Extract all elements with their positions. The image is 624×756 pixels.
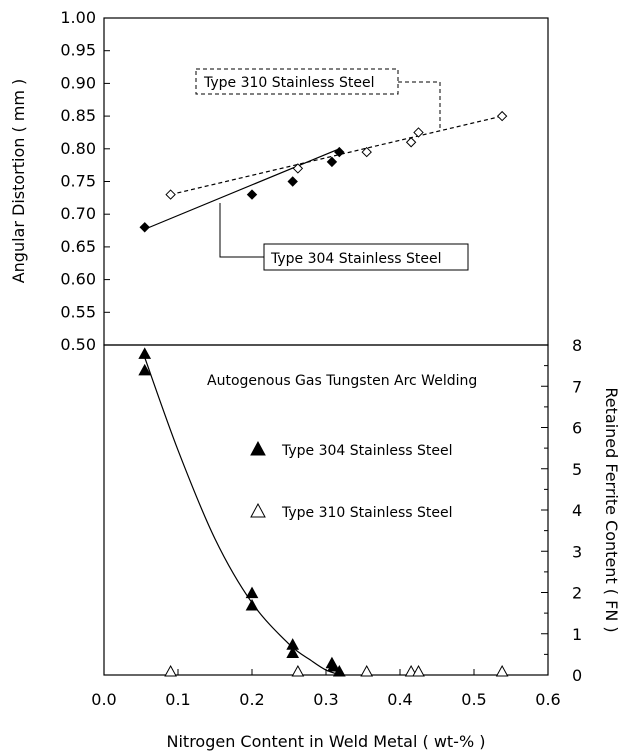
ferrite-point-304 xyxy=(245,586,259,599)
top-y-tick-label: 0.85 xyxy=(60,106,96,125)
x-tick-label: 0.4 xyxy=(387,690,412,709)
x-tick-label: 0.2 xyxy=(239,690,264,709)
x-tick-label: 0.6 xyxy=(535,690,560,709)
annotation-304-leader xyxy=(219,203,264,258)
top-y-tick-label: 0.90 xyxy=(60,73,96,92)
bottom-y-axis: 0 1 2 3 4 5 6 7 8 xyxy=(541,336,582,685)
x-tick-label: 0.3 xyxy=(313,690,338,709)
top-data-points xyxy=(139,110,508,233)
ferrite-point-304 xyxy=(332,664,346,677)
top-y-tick-label: 0.65 xyxy=(60,237,96,256)
ferrite-fit-curve xyxy=(144,357,341,676)
annotation-304: Type 304 Stainless Steel xyxy=(219,203,469,271)
ferrite-point-304 xyxy=(286,646,300,658)
ferrite-point-310 xyxy=(291,664,305,677)
legend-label-310: Type 310 Stainless Steel xyxy=(281,505,453,521)
data-point-310 xyxy=(413,127,424,138)
top-y-axis-title: Angular Distortion ( mm ) xyxy=(9,79,28,284)
annotation-310-label: Type 310 Stainless Steel xyxy=(203,75,375,91)
annotation-310-box xyxy=(195,68,399,95)
top-y-tick-label: 1.00 xyxy=(60,8,96,27)
data-point-310 xyxy=(496,110,508,122)
ferrite-point-310 xyxy=(495,664,509,677)
x-tick-label: 0.5 xyxy=(461,690,486,709)
top-y-tick-label: 0.60 xyxy=(60,270,96,289)
bottom-y-tick-label: 1 xyxy=(572,625,582,644)
ferrite-point-304 xyxy=(327,660,340,672)
data-point-304 xyxy=(139,222,150,233)
bottom-y-tick-label: 4 xyxy=(572,501,582,520)
top-y-axis: 0.50 0.55 0.60 0.65 0.70 0.75 0.80 0.85 0.90 0.95… xyxy=(60,8,110,354)
top-y-tick-label: 0.55 xyxy=(60,302,96,321)
ferrite-point-310 xyxy=(164,664,177,677)
x-axis: 0.0 0.1 0.2 0.3 0.4 0.5 0.6 xyxy=(91,669,561,709)
fit-line-310 xyxy=(170,115,503,196)
data-point-310 xyxy=(165,189,176,200)
data-point-304 xyxy=(287,176,298,187)
ferrite-point-310 xyxy=(360,664,374,677)
annotation-304-box xyxy=(263,243,469,271)
annotation-304-label: Type 304 Stainless Steel xyxy=(270,251,442,267)
top-y-tick-label: 0.80 xyxy=(60,139,96,158)
top-fit-lines xyxy=(144,115,503,230)
bottom-y-tick-label: 7 xyxy=(572,377,582,396)
data-point-304 xyxy=(326,156,338,168)
fit-line-304 xyxy=(144,148,340,230)
bottom-y-tick-label: 2 xyxy=(572,584,582,603)
top-panel-frame xyxy=(103,17,549,346)
data-point-310 xyxy=(405,137,417,148)
ferrite-point-304 xyxy=(138,363,152,376)
data-point-310 xyxy=(361,146,372,158)
ferrite-point-310 xyxy=(412,664,425,677)
ferrite-point-304 xyxy=(245,598,259,611)
legend-marker-304 xyxy=(250,440,266,456)
bottom-y-tick-label: 6 xyxy=(572,419,582,438)
top-y-tick-label: 0.50 xyxy=(60,335,96,354)
annotation-310-leader xyxy=(398,81,441,128)
bottom-fit-curve xyxy=(144,357,341,676)
bottom-y-tick-label: 0 xyxy=(572,666,582,685)
data-point-304 xyxy=(334,146,345,158)
x-tick-label: 0.0 xyxy=(91,690,116,709)
x-axis-title: Nitrogen Content in Weld Metal ( wt-% ) xyxy=(167,732,486,751)
bottom-y-tick-label: 3 xyxy=(572,542,582,561)
legend-label-304: Type 304 Stainless Steel xyxy=(281,443,453,459)
legend-marker-310 xyxy=(250,502,266,518)
x-tick-label: 0.1 xyxy=(165,690,190,709)
data-point-310 xyxy=(292,163,304,174)
bottom-y-tick-label: 8 xyxy=(572,336,582,355)
top-y-tick-label: 0.70 xyxy=(60,204,96,223)
annotation-310: Type 310 Stainless Steel xyxy=(195,68,441,128)
data-point-304 xyxy=(246,189,258,200)
bottom-y-tick-label: 5 xyxy=(572,460,582,479)
bottom-panel-title: Autogenous Gas Tungsten Arc Welding xyxy=(207,373,477,389)
bottom-y-axis-title: Retained Ferrite Content ( FN ) xyxy=(602,387,621,632)
top-y-tick-label: 0.95 xyxy=(60,41,96,60)
ferrite-point-304 xyxy=(138,347,152,359)
bottom-data-points xyxy=(138,347,509,677)
top-y-tick-label: 0.75 xyxy=(60,172,96,191)
legend: Type 304 Stainless Steel Type 310 Stainl… xyxy=(250,440,453,521)
